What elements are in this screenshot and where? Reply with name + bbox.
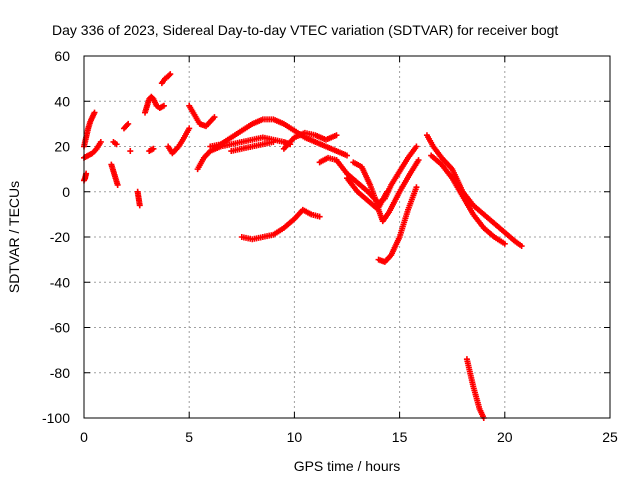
x-tick-label: 20 <box>497 429 513 445</box>
series-s13 <box>186 102 218 130</box>
series-s22 <box>350 159 390 211</box>
label-layer: 0 5 10 15 20 25 60 40 20 0 -20 -40 -60 -80 -100 <box>42 48 618 445</box>
data-point <box>113 141 120 148</box>
series-s17 <box>280 129 340 152</box>
y-tick-label: -100 <box>42 410 70 426</box>
data-point <box>415 157 422 164</box>
y-tick-label: -80 <box>50 365 70 381</box>
plot-frame <box>83 55 611 419</box>
data-point <box>167 71 174 78</box>
data-point <box>270 138 277 145</box>
data-point <box>127 148 134 155</box>
x-tick-label: 15 <box>392 429 408 445</box>
data-point <box>124 122 131 129</box>
series-s7 <box>127 148 134 155</box>
x-tick-label: 5 <box>185 429 193 445</box>
series-s12 <box>165 125 193 157</box>
y-tick-label: -20 <box>50 229 70 245</box>
data-point <box>125 120 132 127</box>
data-point <box>518 243 525 250</box>
series-s5 <box>110 138 120 148</box>
x-tick-label: 0 <box>80 429 88 445</box>
data-point <box>150 145 157 152</box>
data-point <box>413 143 420 150</box>
data-point <box>413 184 420 191</box>
y-tick-label: 60 <box>54 48 70 64</box>
series-s23 <box>375 184 420 265</box>
series-s11 <box>158 71 174 87</box>
chart-title: Day 336 of 2023, Sidereal Day-to-day VTE… <box>52 22 558 38</box>
data-point <box>136 202 143 209</box>
series-s16 <box>228 138 277 155</box>
y-tick-label: 0 <box>62 184 70 200</box>
y-axis-label: SDTVAR / TECUs <box>6 181 22 293</box>
series-s26 <box>463 356 487 421</box>
x-tick-label: 25 <box>602 429 618 445</box>
data-point <box>211 114 218 121</box>
x-axis-label: GPS time / hours <box>294 458 401 474</box>
x-tick-label: 10 <box>287 429 303 445</box>
data-point <box>501 240 508 247</box>
series-s18 <box>238 206 323 243</box>
data-point <box>166 72 173 79</box>
data-point <box>160 102 167 109</box>
series-s4 <box>108 161 121 188</box>
series-s9 <box>142 93 167 116</box>
series-s25 <box>428 152 508 247</box>
y-tick-label: 40 <box>54 93 70 109</box>
series-s21 <box>344 157 422 225</box>
series-s24 <box>423 132 525 250</box>
data-point <box>186 125 193 132</box>
series-s6 <box>120 120 132 132</box>
data-point <box>383 188 390 195</box>
data-point <box>97 138 104 145</box>
y-tick-label: -60 <box>50 320 70 336</box>
data-layer <box>81 71 525 421</box>
data-point <box>91 109 98 116</box>
data-point <box>316 213 323 220</box>
data-point <box>114 181 121 188</box>
y-tick-label: -40 <box>50 274 70 290</box>
data-point <box>344 152 350 159</box>
data-point <box>333 132 340 139</box>
y-tick-label: 20 <box>54 139 70 155</box>
series-s8 <box>134 188 143 209</box>
series-s2 <box>81 138 104 161</box>
series-s10 <box>146 145 157 155</box>
